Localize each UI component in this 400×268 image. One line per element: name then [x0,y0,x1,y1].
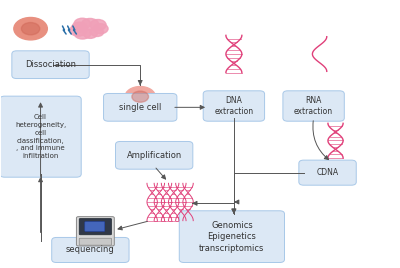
Circle shape [90,28,104,36]
Circle shape [21,23,40,35]
FancyBboxPatch shape [12,51,89,79]
Circle shape [70,25,87,36]
Text: sequencing: sequencing [66,245,115,255]
Text: Dissociation: Dissociation [25,60,76,69]
FancyBboxPatch shape [116,142,193,169]
Circle shape [72,22,87,32]
FancyBboxPatch shape [104,94,177,121]
FancyBboxPatch shape [52,237,129,263]
Circle shape [14,17,47,40]
Text: Amplification: Amplification [126,151,182,160]
FancyBboxPatch shape [0,96,81,177]
FancyBboxPatch shape [179,211,284,263]
Circle shape [132,91,148,102]
Text: CDNA: CDNA [316,168,339,177]
FancyBboxPatch shape [79,218,112,235]
Circle shape [93,24,108,34]
FancyBboxPatch shape [85,222,105,231]
Circle shape [74,18,90,29]
FancyBboxPatch shape [76,217,114,246]
Text: Genomics
Epigenetics
transcriptomics: Genomics Epigenetics transcriptomics [199,221,264,253]
Circle shape [81,18,99,30]
FancyBboxPatch shape [203,91,264,121]
Circle shape [90,20,106,30]
Text: Cell
heterogeneity,
cell
classification,
, and immune
infiltration: Cell heterogeneity, cell classification,… [15,114,66,159]
Circle shape [125,87,155,107]
FancyBboxPatch shape [283,91,344,121]
FancyBboxPatch shape [299,160,356,185]
Circle shape [83,29,97,38]
Text: RNA
extraction: RNA extraction [294,96,333,116]
FancyBboxPatch shape [79,238,112,245]
Text: DNA
extraction: DNA extraction [214,96,254,116]
Text: single cell: single cell [119,103,161,112]
Circle shape [74,28,91,39]
